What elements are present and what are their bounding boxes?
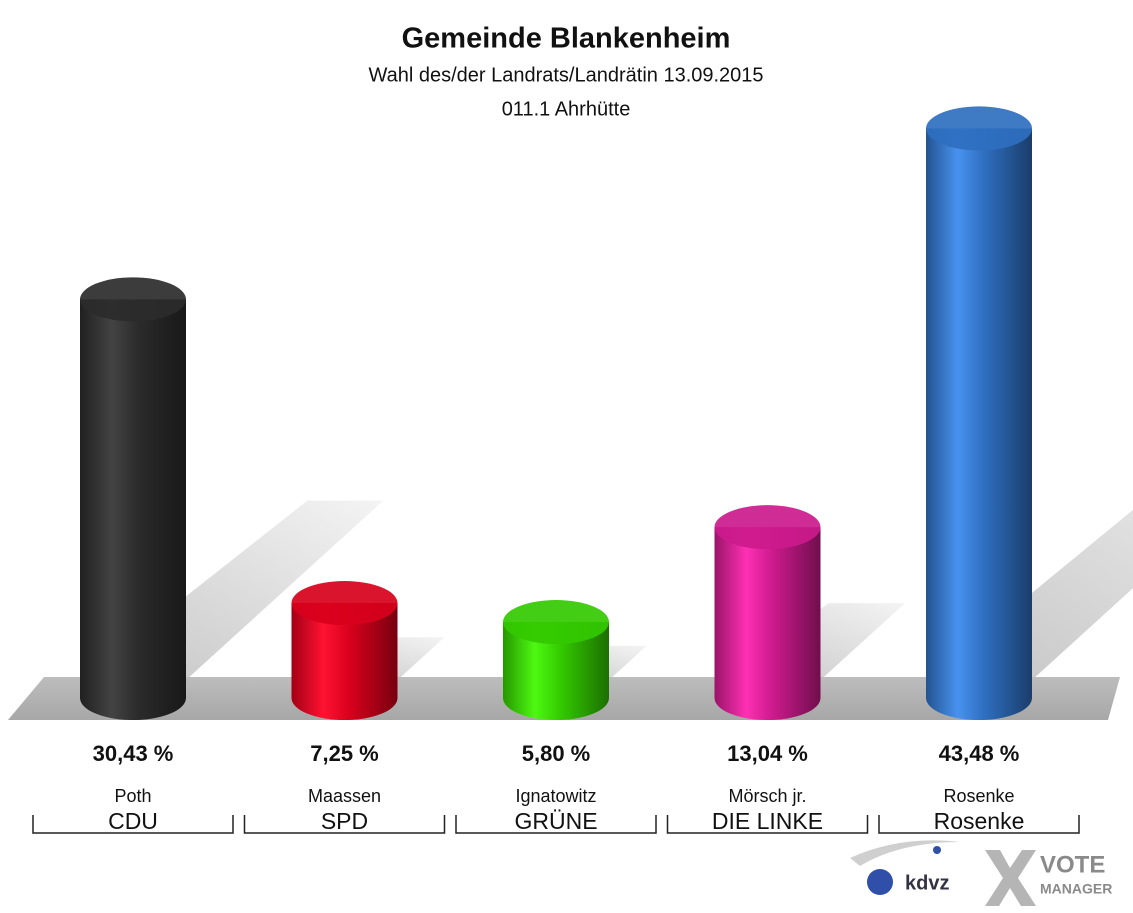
bar (291, 603, 398, 720)
bar (926, 128, 1032, 721)
bracket (243, 815, 446, 834)
value-label: 43,48 % (939, 741, 1020, 766)
value-label: 30,43 % (93, 741, 174, 766)
logo: kdvz VOTE MANAGER (850, 840, 1112, 906)
logo-text: MANAGER (1040, 881, 1112, 897)
logo-ball (933, 846, 941, 854)
bracket (455, 815, 657, 834)
logo-ball (867, 869, 893, 895)
group-label: SPD (321, 808, 368, 834)
bar (80, 299, 186, 720)
chart-subtitle: 011.1 Ahrhütte (502, 98, 631, 120)
bar-top (503, 600, 609, 645)
category-label: Rosenke (943, 786, 1014, 806)
value-label: 7,25 % (310, 741, 379, 766)
category-label: Mörsch jr. (728, 786, 806, 806)
group-label: DIE LINKE (712, 808, 823, 834)
value-label: 5,80 % (522, 741, 591, 766)
chart-subtitle: Wahl des/der Landrats/Landrätin 13.09.20… (368, 64, 763, 86)
value-label: 13,04 % (727, 741, 808, 766)
bracket (666, 815, 869, 834)
group-label: GRÜNE (514, 808, 597, 834)
bar-top (714, 505, 821, 550)
bar-top (926, 106, 1032, 151)
chart-title: Gemeinde Blankenheim (402, 23, 731, 55)
logo-swoosh (850, 840, 960, 866)
bracket (878, 815, 1080, 834)
bracket (32, 815, 234, 834)
logo-text: VOTE (1040, 851, 1105, 878)
group-label: CDU (108, 808, 158, 834)
group-label: Rosenke (934, 808, 1025, 834)
bar-top (80, 277, 186, 322)
category-label: Ignatowitz (515, 786, 596, 806)
bar-top (291, 581, 398, 626)
bar (714, 527, 821, 720)
category-label: Poth (114, 786, 151, 806)
logo-text: kdvz (905, 872, 949, 894)
bar (503, 622, 609, 720)
logo-x (985, 850, 1036, 906)
category-label: Maassen (308, 786, 381, 806)
